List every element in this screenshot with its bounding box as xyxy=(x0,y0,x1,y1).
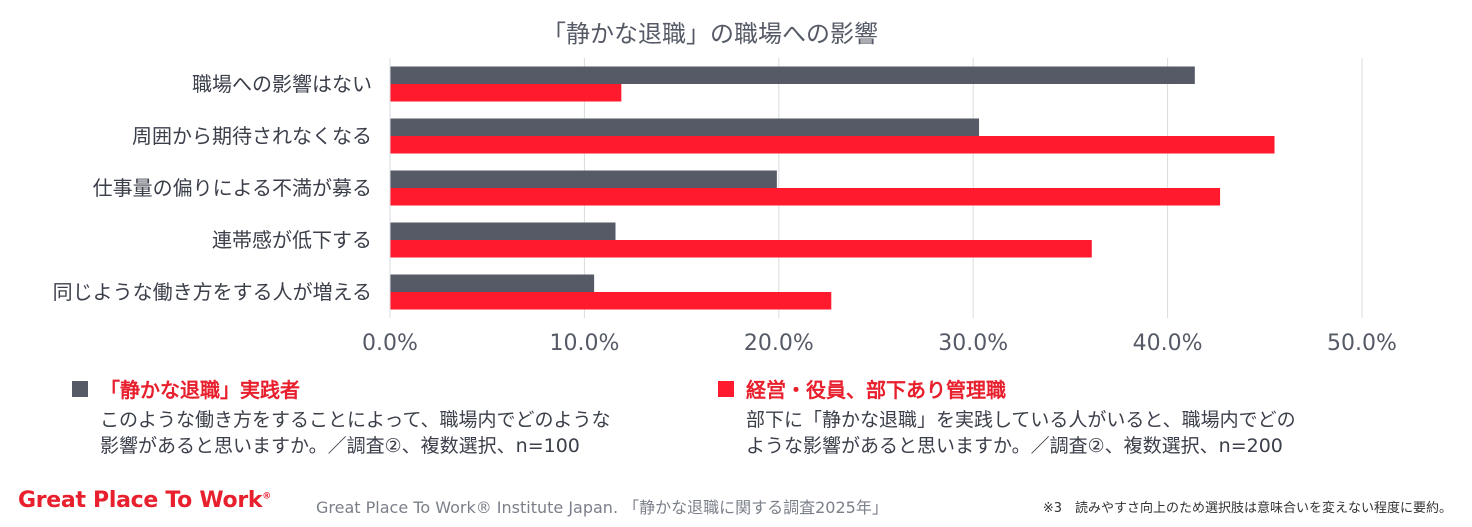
bar-1 xyxy=(390,170,777,188)
footer-note: ※3 読みやすさ向上のため選択肢は意味合いを変えない程度に要約。 xyxy=(1042,501,1452,516)
bar-2 xyxy=(390,136,1275,154)
category-label: 連帯感が低下する xyxy=(212,228,372,252)
x-tick-label: 50.0% xyxy=(1327,331,1397,356)
legend-swatch-series-1 xyxy=(72,380,88,397)
legend-label-series-2: 経営・役員、部下あり管理職 xyxy=(746,378,1006,402)
x-tick-label: 20.0% xyxy=(744,331,814,356)
category-label: 周囲から期待されなくなる xyxy=(132,124,372,148)
brand-logo-text: Great Place To Work xyxy=(18,488,263,513)
bar-2 xyxy=(390,84,622,102)
x-tick-label: 40.0% xyxy=(1133,331,1203,356)
x-tick-label: 10.0% xyxy=(549,331,619,356)
bar-2 xyxy=(390,188,1221,206)
bar-2 xyxy=(390,292,832,310)
category-label: 職場への影響はない xyxy=(192,72,372,96)
legend-series-2: 経営・役員、部下あり管理職 部下に「静かな退職」を実践している人がいると、職場内… xyxy=(718,374,1358,459)
bar-2 xyxy=(390,240,1092,258)
legend-description-series-2: 部下に「静かな退職」を実践している人がいると、職場内でどの ような影響があると思… xyxy=(746,407,1358,459)
bar-1 xyxy=(390,222,616,240)
footer-source: Great Place To Work® Institute Japan. 「静… xyxy=(316,498,888,517)
legend-desc-line: 影響があると思いますか。／調査②、複数選択、n=100 xyxy=(100,435,580,457)
chart-title: 「静かな退職」の職場への影響 xyxy=(542,20,878,48)
category-label: 仕事量の偏りによる不満が募る xyxy=(93,176,372,200)
legend-desc-line: ような影響があると思いますか。／調査②、複数選択、n=200 xyxy=(746,435,1283,457)
bar-1 xyxy=(390,118,980,136)
legend-series-1: 「静かな退職」実践者 このような働き方をすることによって、職場内でどのような 影… xyxy=(72,374,692,459)
bar-1 xyxy=(390,274,595,292)
x-tick-label: 0.0% xyxy=(362,331,418,356)
legend-label-series-1: 「静かな退職」実践者 xyxy=(100,378,300,402)
legend-description-series-1: このような働き方をすることによって、職場内でどのような 影響があると思いますか。… xyxy=(100,407,692,459)
x-tick-label: 30.0% xyxy=(938,331,1008,356)
bar-1 xyxy=(390,66,1195,84)
brand-logo-mark: ® xyxy=(262,491,271,502)
category-label: 同じような働き方をする人が増える xyxy=(53,280,372,304)
bar-chart: 職場への影響はない周囲から期待されなくなる仕事量の偏りによる不満が募る連帯感が低… xyxy=(53,58,1397,356)
legend-desc-line: 部下に「静かな退職」を実践している人がいると、職場内でどの xyxy=(746,409,1296,431)
legend-desc-line: このような働き方をすることによって、職場内でどのような xyxy=(100,409,611,431)
legend-swatch-series-2 xyxy=(718,380,734,397)
brand-logo: Great Place To Work® xyxy=(18,488,271,513)
